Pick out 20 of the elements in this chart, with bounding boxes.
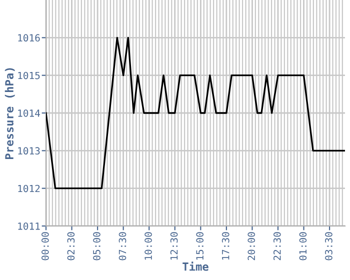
y-tick-label: 1011	[18, 222, 40, 230]
y-tick-label: 1013	[18, 147, 40, 155]
y-tick-label: 1015	[18, 72, 40, 80]
y-tick-label: 1016	[18, 34, 40, 42]
x-tick-label: 05:00	[93, 232, 100, 260]
y-tick-label: 1012	[18, 184, 40, 192]
y-axis-title: Pressure (hPa)	[4, 68, 15, 159]
x-tick-label: 15:00	[196, 232, 204, 260]
x-tick-label: 01:00	[299, 232, 307, 260]
x-tick-label: 20:00	[248, 232, 256, 260]
x-tick-label: 00:00	[41, 232, 49, 260]
x-tick-label: 02:30	[67, 232, 75, 260]
x-axis-title: Time	[182, 262, 208, 271]
x-tick-label: 12:30	[170, 232, 178, 260]
x-tick-label: 03:30	[325, 232, 332, 260]
x-tick-label: 17:30	[222, 232, 230, 260]
x-tick-label: 07:30	[118, 232, 126, 260]
x-tick-label: 22:30	[273, 232, 281, 260]
y-tick-label: 1014	[18, 110, 40, 117]
x-tick-label: 10:00	[144, 232, 152, 260]
